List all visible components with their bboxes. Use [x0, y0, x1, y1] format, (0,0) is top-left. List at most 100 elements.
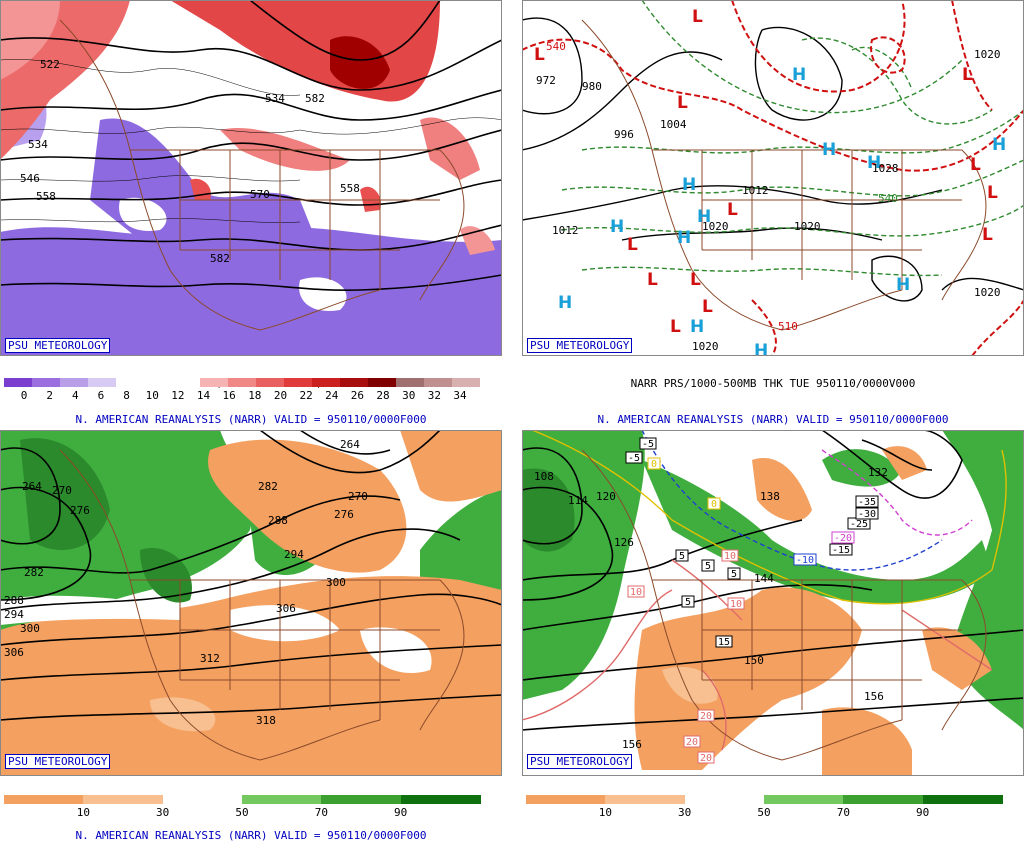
colorbar-ticks: 0 2 4 6 8 10 12 14 16 18 20 22 24 26 28 30 32 34 [0, 389, 502, 402]
colorbar-tick-label: 4 [71, 389, 79, 402]
colorbar-segment [200, 378, 228, 387]
panel-700mb-rh: 264 270 276 282 288 294 300 306 312 318 … [0, 430, 502, 842]
colorbar-segment [396, 378, 424, 387]
map-700mb: 264 270 276 282 288 294 300 306 312 318 … [0, 430, 502, 776]
colorbar-segment [162, 795, 243, 804]
colorbar-tick-label: 90 [394, 806, 408, 819]
contour-label: 294 [284, 548, 304, 561]
psu-meteorology-label: PSU METEOROLOGY [527, 338, 633, 353]
high-pressure-symbol: H [682, 175, 696, 195]
contour-label: 264 [22, 480, 42, 493]
contour-label: 540 [546, 40, 566, 53]
colorbar-tick-label: 28 [376, 389, 390, 402]
contour-label: 282 [258, 480, 278, 493]
colorbar-ticks: 10 30 50 70 90 [0, 806, 502, 819]
high-pressure-symbol: H [558, 293, 572, 313]
temp-label: 0 [651, 459, 657, 470]
contour-label: 980 [582, 80, 602, 93]
high-pressure-symbol: H [792, 65, 806, 85]
contour-label: 1020 [702, 220, 729, 233]
contour-label: 294 [4, 608, 24, 621]
temp-label: -5 [642, 439, 654, 450]
map-frame [0, 0, 502, 356]
contour-label: 306 [4, 646, 24, 659]
colorbar-tick-label: 24 [325, 389, 339, 402]
temp-label: -15 [832, 545, 850, 556]
colorbar-tick-label: 70 [836, 806, 850, 819]
contour-label: 540 [878, 192, 898, 205]
colorbar-tick-label: 26 [350, 389, 365, 402]
colorbar-segment [922, 795, 1003, 804]
low-pressure-symbol: L [690, 270, 701, 290]
colorbar-segment [88, 378, 116, 387]
contour-label: 972 [536, 74, 556, 87]
colorbar-tick-label: 12 [171, 389, 185, 402]
contour-label: 570 [250, 188, 270, 201]
map-500mb: 522 534 546 558 570 582 534 558 582 [0, 0, 502, 356]
contour-label: 1020 [692, 340, 719, 353]
colorbar-tick-label: 30 [402, 389, 416, 402]
map-frame [522, 430, 1024, 776]
contour-label: 1012 [552, 224, 579, 237]
high-pressure-symbol: H [867, 153, 881, 173]
contour-label: 270 [52, 484, 72, 497]
contour-label: 534 [28, 138, 48, 151]
colorbar-segment [284, 378, 312, 387]
colorbar-segment [400, 795, 481, 804]
low-pressure-symbol: L [534, 45, 545, 65]
temp-label: 20 [700, 753, 712, 764]
temp-label: -10 [796, 555, 814, 566]
colorbar-tick-label: 0 [20, 389, 28, 402]
temp-label: 5 [685, 597, 691, 608]
panel-subtitle: N. AMERICAN REANALYSIS (NARR) VALID = 95… [75, 413, 427, 426]
contour-label: 558 [340, 182, 360, 195]
panel-pressure-thickness: H H H H H H H H H H H H L L L L L L L L … [522, 0, 1024, 426]
panel-title: NARR PRS/1000-500MB THK TUE 950110/0000V… [630, 377, 916, 390]
low-pressure-symbol: L [692, 7, 703, 27]
contour-label: 288 [4, 594, 24, 607]
colorbar-tick-label: 2 [46, 389, 53, 402]
colorbar-segment [605, 795, 686, 804]
contour-label: 114 [568, 494, 588, 507]
colorbar-segment [116, 378, 144, 387]
colorbar-segment [32, 378, 60, 387]
colorbar-segment [764, 795, 844, 804]
colorbar-rh [4, 795, 481, 804]
psu-meteorology-label: PSU METEOROLOGY [5, 754, 111, 769]
colorbar-segment [4, 378, 32, 387]
contour-label: 288 [268, 514, 288, 527]
colorbar-vorticity [4, 378, 480, 387]
contour-label: 138 [760, 490, 780, 503]
high-pressure-symbol: H [822, 140, 836, 160]
colorbar-segment [340, 378, 368, 387]
contour-label: 156 [864, 690, 884, 703]
temp-label: 5 [705, 561, 711, 572]
colorbar-tick-label: 34 [453, 389, 467, 402]
high-pressure-symbol: H [610, 217, 624, 237]
colorbar-ticks: 10 30 50 70 90 [522, 806, 1024, 819]
map-frame [0, 430, 502, 776]
colorbar-segment [242, 795, 322, 804]
low-pressure-symbol: L [647, 270, 658, 290]
temp-label: 10 [724, 551, 736, 562]
colorbar-segment [312, 378, 340, 387]
colorbar-tick-label: 70 [314, 806, 328, 819]
contour-label: 282 [24, 566, 44, 579]
contour-label: 156 [622, 738, 642, 751]
colorbar-tick-label: 20 [273, 389, 288, 402]
colorbar-tick-label: 30 [678, 806, 692, 819]
colorbar-tick-label: 22 [299, 389, 313, 402]
temp-label: 0 [711, 499, 717, 510]
colorbar-segment [256, 378, 284, 387]
colorbar-segment [83, 795, 164, 804]
contour-label: 522 [40, 58, 60, 71]
colorbar-tick-label: 10 [145, 389, 159, 402]
colorbar-tick-label: 50 [235, 806, 249, 819]
contour-label: 276 [70, 504, 90, 517]
colorbar-tick-label: 14 [196, 389, 211, 402]
colorbar-tick-label: 32 [427, 389, 441, 402]
colorbar-segment [321, 795, 402, 804]
colorbar-segment [144, 378, 172, 387]
colorbar-segment [424, 378, 452, 387]
panel-850mb-temp-rh: 108 114 120 126 132 138 144 150 156 156 … [522, 430, 1024, 830]
